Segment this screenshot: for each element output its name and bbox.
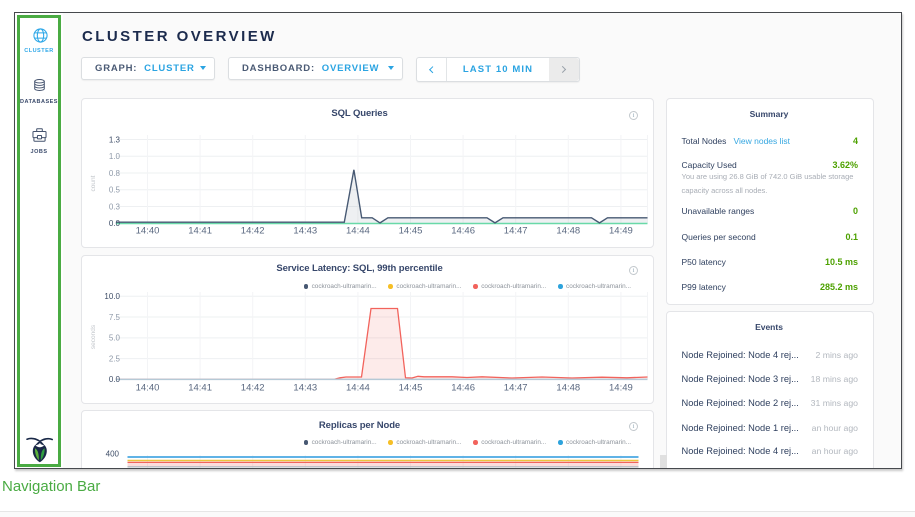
svg-text:14:47: 14:47 bbox=[504, 226, 528, 237]
svg-text:14:45: 14:45 bbox=[399, 226, 423, 237]
svg-text:14:49: 14:49 bbox=[609, 226, 633, 237]
svg-text:14:43: 14:43 bbox=[293, 226, 317, 237]
svg-text:14:45: 14:45 bbox=[399, 382, 423, 393]
svg-text:14:46: 14:46 bbox=[451, 226, 475, 237]
svg-text:0.5: 0.5 bbox=[109, 186, 121, 195]
svg-text:10.0: 10.0 bbox=[104, 292, 120, 301]
svg-text:1.0: 1.0 bbox=[109, 152, 121, 161]
svg-text:14:41: 14:41 bbox=[188, 226, 212, 237]
svg-text:seconds: seconds bbox=[90, 324, 97, 349]
svg-text:14:49: 14:49 bbox=[609, 382, 633, 393]
svg-text:7.5: 7.5 bbox=[109, 312, 121, 321]
svg-text:14:44: 14:44 bbox=[346, 382, 370, 393]
svg-text:14:42: 14:42 bbox=[241, 226, 265, 237]
svg-text:0.0: 0.0 bbox=[109, 219, 121, 228]
svg-text:0.0: 0.0 bbox=[109, 375, 121, 384]
svg-text:14:42: 14:42 bbox=[241, 382, 265, 393]
svg-text:14:40: 14:40 bbox=[136, 382, 160, 393]
svg-text:14:46: 14:46 bbox=[451, 382, 475, 393]
svg-text:14:48: 14:48 bbox=[556, 226, 580, 237]
svg-text:5.0: 5.0 bbox=[109, 333, 121, 342]
svg-text:14:44: 14:44 bbox=[346, 226, 370, 237]
svg-text:14:43: 14:43 bbox=[293, 382, 317, 393]
svg-text:0.8: 0.8 bbox=[109, 169, 121, 178]
svg-text:14:40: 14:40 bbox=[136, 226, 160, 237]
svg-text:14:48: 14:48 bbox=[556, 382, 580, 393]
svg-text:1.3: 1.3 bbox=[109, 135, 121, 144]
svg-text:0.3: 0.3 bbox=[109, 202, 121, 211]
svg-text:count: count bbox=[90, 175, 97, 191]
svg-text:2.5: 2.5 bbox=[109, 354, 121, 363]
svg-text:14:41: 14:41 bbox=[188, 382, 212, 393]
svg-text:14:47: 14:47 bbox=[504, 382, 528, 393]
svg-text:400: 400 bbox=[106, 449, 120, 458]
